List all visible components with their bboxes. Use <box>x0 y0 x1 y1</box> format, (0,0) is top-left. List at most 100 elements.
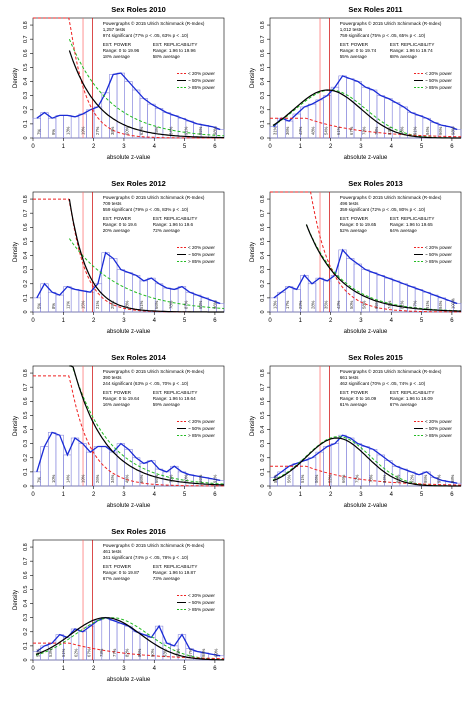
y-tick-label: 0.6 <box>23 223 29 231</box>
bar-percent-label: 13% <box>66 126 71 135</box>
x-tick-label: 0 <box>268 144 272 150</box>
replicability-average: 64% average <box>390 228 418 233</box>
info-line: 1,257 tests <box>103 27 126 32</box>
y-tick-label: 0.1 <box>23 120 29 128</box>
bar-percent-label: 26% <box>95 474 100 483</box>
x-tick-label: 3 <box>122 318 126 324</box>
x-tick-label: 0 <box>268 492 272 498</box>
bar-percent-label: 73% <box>169 474 174 483</box>
bar-percent-label: 87% <box>183 300 188 309</box>
legend-label: ~ 50% power <box>188 426 215 431</box>
chart-title: Sex Roles 2013 <box>348 179 403 188</box>
power-label: EST. POWER <box>103 216 132 221</box>
bar-percent-label: 93% <box>163 648 168 657</box>
bar-percent-label: 56% <box>314 474 319 483</box>
info-line: Powergraphs © 2015 Ulrich Schimmack (R-I… <box>340 368 442 374</box>
x-tick-label: 5 <box>420 492 424 498</box>
replicability-range: Range: 1.96 to 19.6 <box>153 222 194 227</box>
info-line: 559 significant (79% p < .05, 83% p < .1… <box>103 207 189 212</box>
fitted-curve <box>68 199 224 313</box>
low-power-curve <box>270 117 461 138</box>
bar-percent-label: 42% <box>336 300 341 309</box>
bar-percent-label: 74% <box>387 300 392 309</box>
y-tick-label: 0.8 <box>23 543 29 551</box>
bar-percent-label: 86% <box>198 474 203 483</box>
replicability-average: 73% average <box>153 576 181 581</box>
x-tick-label: 1 <box>299 144 303 150</box>
power-label: EST. POWER <box>103 390 132 395</box>
x-tick-label: 3 <box>359 318 363 324</box>
y-tick-label: 0.8 <box>260 195 266 203</box>
x-tick-label: 4 <box>390 492 394 498</box>
bar-percent-label: 100% <box>451 298 456 309</box>
bar-percent-label: 28% <box>311 300 316 309</box>
power-average: 55% average <box>340 54 368 59</box>
y-tick-label: 0.7 <box>260 383 266 391</box>
bar-percent-label: 77% <box>112 648 117 657</box>
bar-percent-label: 91% <box>412 126 417 135</box>
low-power-curve <box>270 191 461 313</box>
y-tick-label: 0.2 <box>23 106 29 114</box>
y-tick-label: 0.8 <box>260 369 266 377</box>
panel-2: Sex Roles 2012 5% 8% 11% 15% 21% 29% 38% 51% 66% 7… <box>13 179 225 335</box>
x-tick-label: 6 <box>213 144 217 150</box>
y-tick-label: 0.3 <box>23 266 29 274</box>
bar-percent-label: 98% <box>450 474 455 483</box>
y-tick-label: 0.7 <box>23 383 29 391</box>
low-power-curve <box>33 198 224 313</box>
info-line: Powergraphs © 2015 Ulrich Schimmack (R-I… <box>103 194 205 200</box>
bar-percent-label: 48% <box>311 126 316 135</box>
y-tick-label: 0.3 <box>260 92 266 100</box>
x-tick-label: 2 <box>329 492 333 498</box>
y-tick-label: 0.6 <box>260 49 266 57</box>
info-line: 461 tests <box>103 549 122 554</box>
chart-title: Sex Roles 2010 <box>111 5 166 14</box>
x-tick-label: 2 <box>329 318 333 324</box>
fitted-curve <box>69 365 224 486</box>
y-tick-label: 0.2 <box>23 454 29 462</box>
x-tick-label: 1 <box>299 492 303 498</box>
fitted-curve <box>272 89 461 139</box>
x-tick-label: 0 <box>31 144 35 150</box>
x-axis-label: absolute z-value <box>107 155 151 161</box>
x-tick-label: 0 <box>268 318 272 324</box>
bar-percent-label: 27% <box>95 126 100 135</box>
bar-percent-label: 75% <box>154 126 159 135</box>
density-line <box>36 251 221 305</box>
x-tick-label: 6 <box>213 318 217 324</box>
x-axis-label: absolute z-value <box>344 503 388 509</box>
x-tick-label: 4 <box>390 144 394 150</box>
y-axis-label: Density <box>13 242 19 262</box>
info-line: 244 significant (63% p < .05, 70% p < .1… <box>103 381 189 386</box>
y-tick-label: 0.2 <box>23 280 29 288</box>
bar-percent-label: 51% <box>300 474 305 483</box>
bar-percent-label: 31% <box>272 126 277 135</box>
bar-percent-label: 14% <box>66 474 71 483</box>
y-tick-label: 0.8 <box>23 195 29 203</box>
info-line: 759 significant (75% p < .05, 65% p < .1… <box>340 33 426 38</box>
info-line: 709 tests <box>103 201 122 206</box>
histogram-bar <box>101 446 110 487</box>
x-tick-label: 2 <box>92 492 96 498</box>
y-tick-label: 0.8 <box>260 21 266 29</box>
y-tick-label: 0.4 <box>23 600 29 608</box>
bar-percent-label: 97% <box>188 648 193 657</box>
replicability-label: EST. REPLICABILITY <box>153 390 198 395</box>
power-label: EST. POWER <box>340 216 369 221</box>
bar-percent-label: 7% <box>36 477 41 483</box>
y-tick-label: 0.5 <box>260 238 266 246</box>
replicability-range: Range: 1.96 to 19.74 <box>390 48 433 53</box>
bar-percent-label: 42% <box>298 126 303 135</box>
low-power-curve <box>33 375 224 487</box>
y-tick-label: 0.6 <box>23 49 29 57</box>
bar-percent-label: 78% <box>374 126 379 135</box>
y-tick-label: 0.4 <box>260 78 266 86</box>
info-line: 390 tests <box>103 375 122 380</box>
x-tick-label: 5 <box>183 318 187 324</box>
x-tick-label: 3 <box>359 144 363 150</box>
bar-percent-label: 10% <box>51 474 56 483</box>
histogram-bar <box>55 115 64 139</box>
replicability-range: Range: 1.96 to 19.96 <box>153 48 196 53</box>
info-line: Powergraphs © 2015 Ulrich Schimmack (R-I… <box>103 368 205 374</box>
